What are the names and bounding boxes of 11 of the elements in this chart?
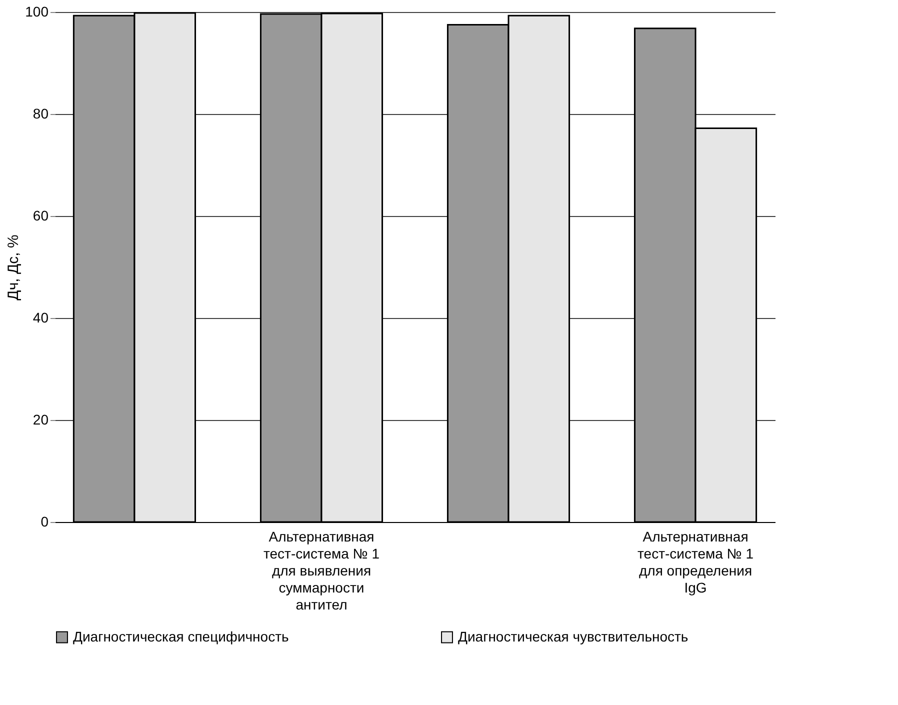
y-tick-label: 40 xyxy=(32,310,49,326)
legend-label: Диагностическая специфичность xyxy=(73,628,289,644)
y-axis-title: Дч, Дс, % xyxy=(5,234,22,300)
x-tick-label: Альтернативная тест-система № 1 для определения IgG xyxy=(638,528,754,596)
y-tick-label: 100 xyxy=(25,4,49,20)
y-tick-label: 20 xyxy=(32,412,49,428)
y-tick-label: 60 xyxy=(32,208,49,224)
legend-label: Диагностическая чувствительность xyxy=(458,628,688,644)
x-tick-label: Альтернативная тест-система № 1 для выявления суммарности антител xyxy=(264,528,380,612)
y-tick-label: 0 xyxy=(40,514,49,530)
y-tick-label: 80 xyxy=(32,106,49,122)
